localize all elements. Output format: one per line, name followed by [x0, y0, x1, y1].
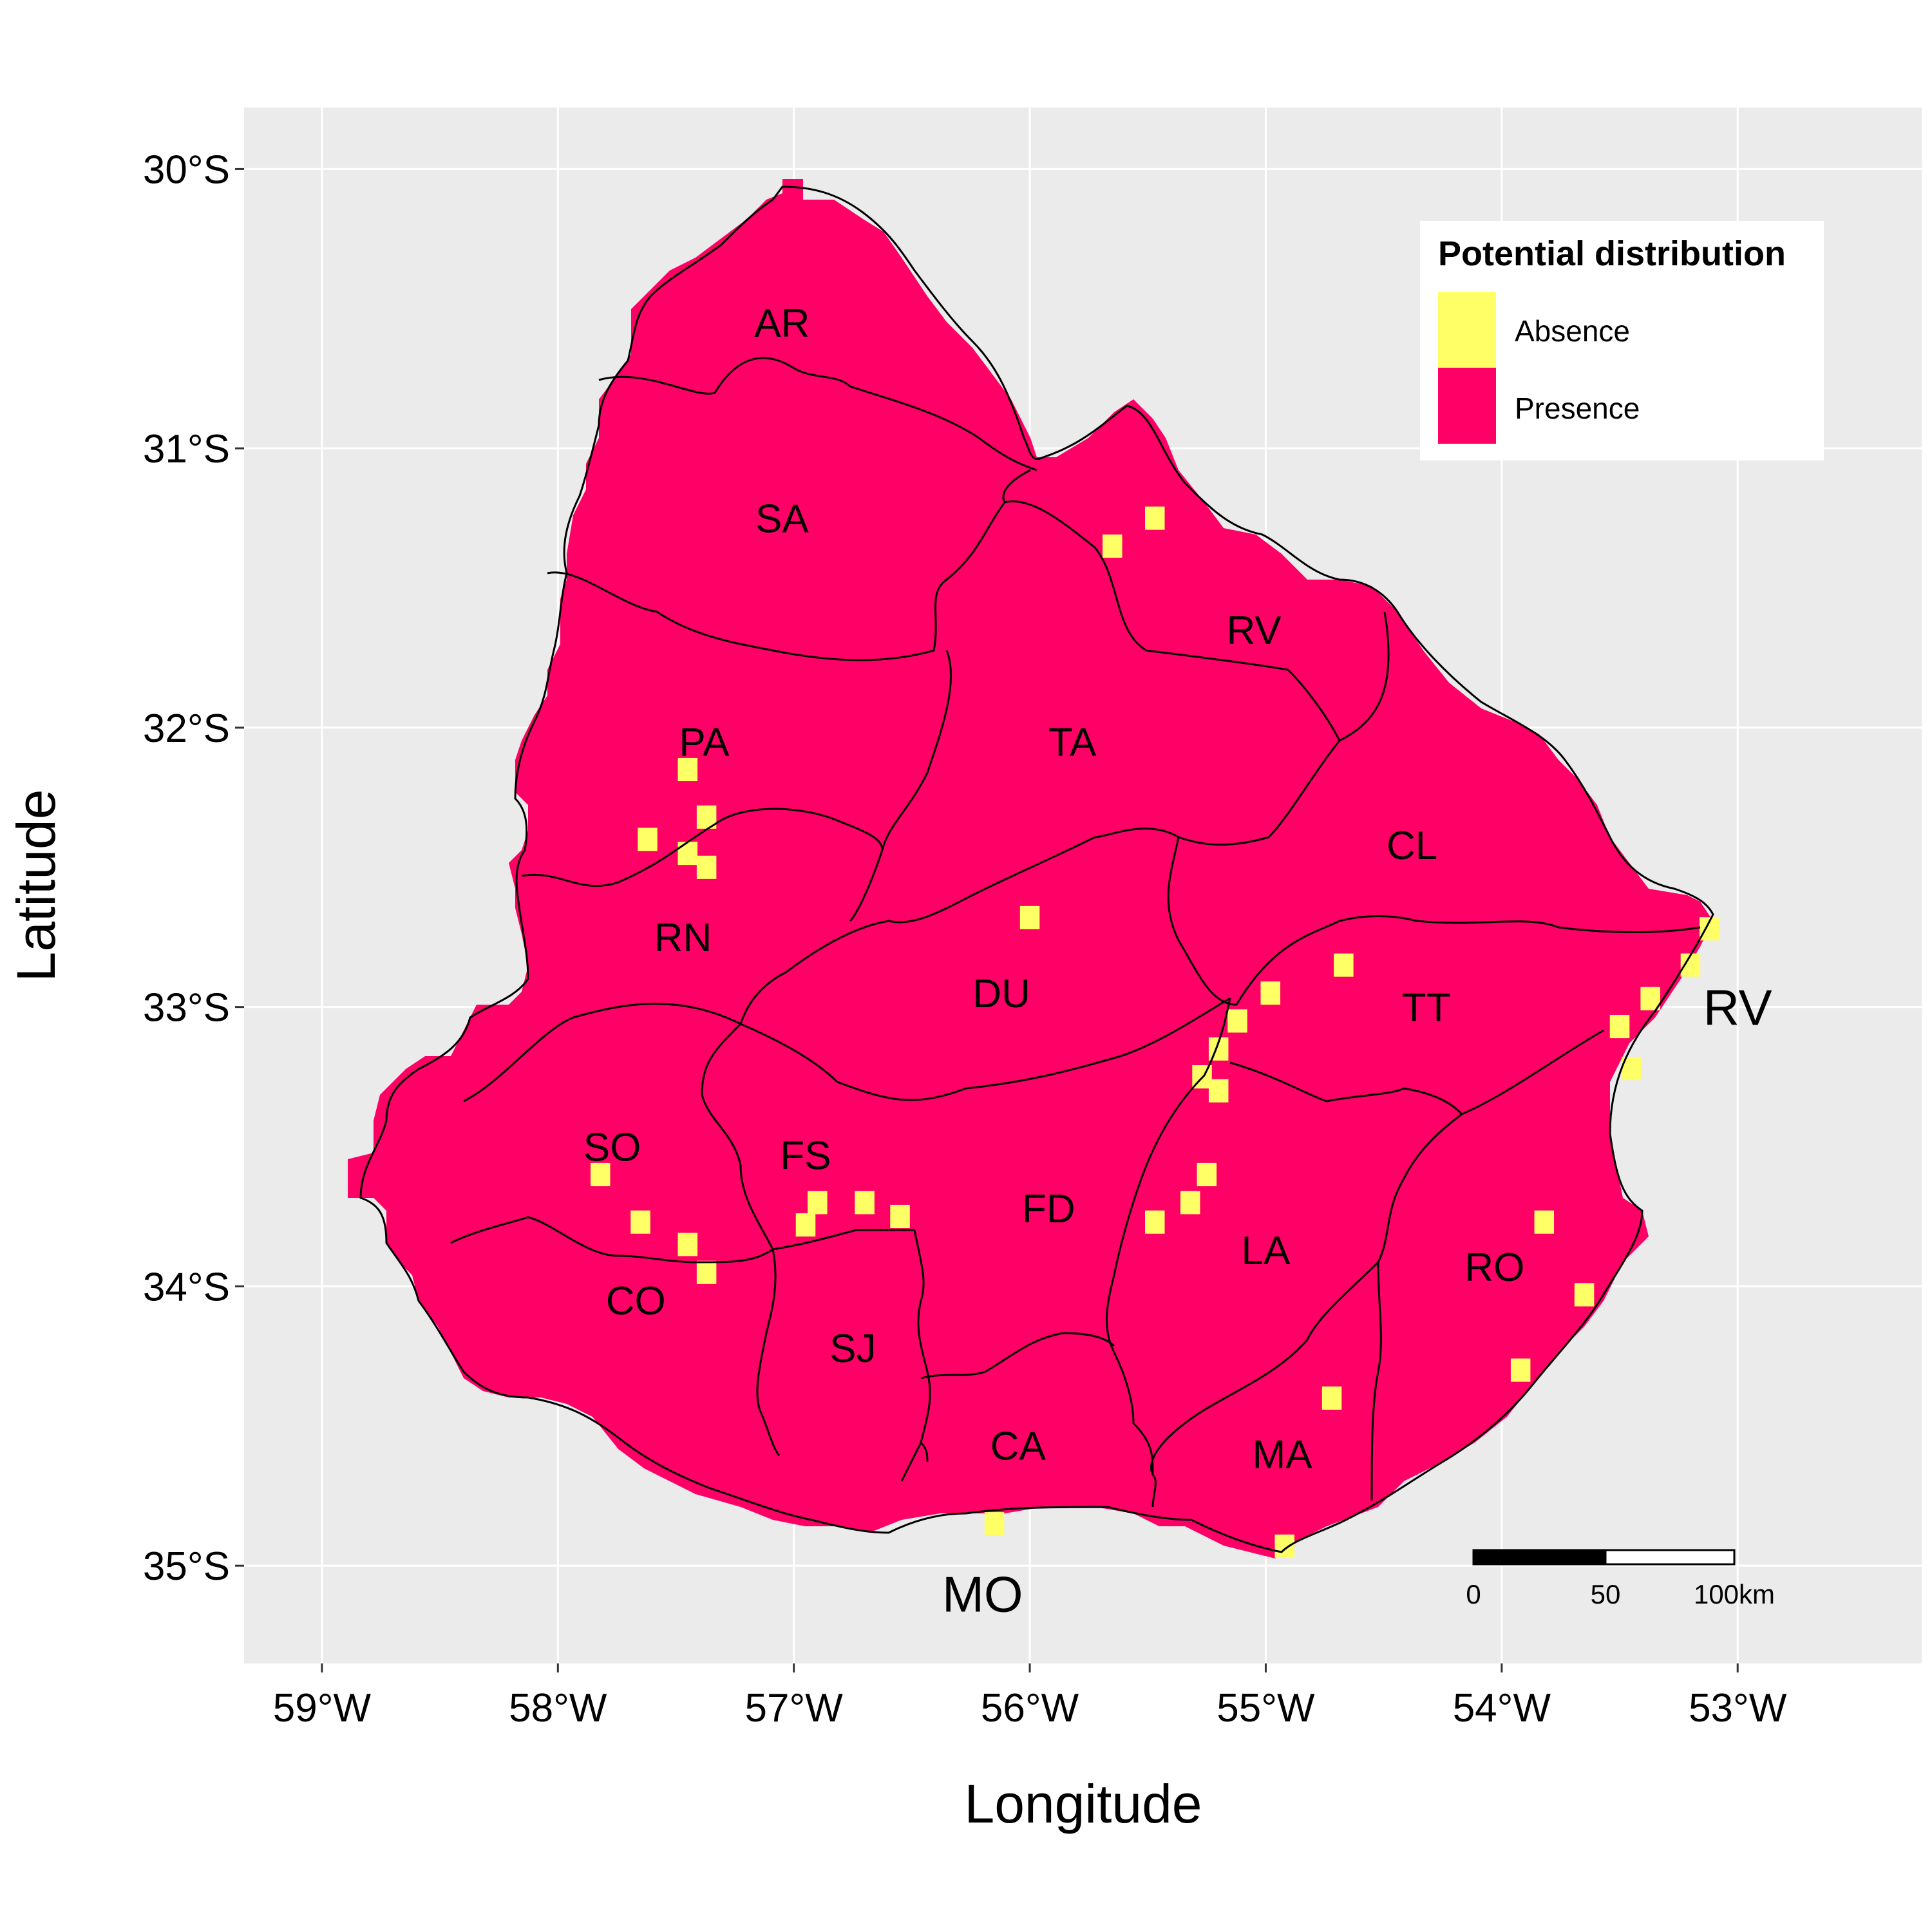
scale-label-0: 0 [1466, 1579, 1481, 1609]
region-label-ma-17: MA [1253, 1433, 1313, 1477]
absence-cell-22 [696, 1260, 717, 1284]
region-label-rv-2: RV [1227, 609, 1282, 653]
absence-cell-27 [1197, 1162, 1217, 1186]
outside-label-rv: RV [1703, 980, 1772, 1036]
department-boundaries [450, 357, 1701, 1508]
region-label-ro-13: RO [1464, 1245, 1524, 1290]
y-tick-label-4: 34°S [143, 1265, 230, 1309]
scale-bar-black-segment [1472, 1549, 1607, 1566]
y-tick-label-1: 31°S [143, 427, 230, 471]
absence-cell-10 [1227, 1009, 1247, 1033]
region-label-fd-11: FD [1022, 1187, 1075, 1231]
department-labels: AR SA RV PA TA CL RN DU TT SO FS FD LA RO CO SJ CA MA [583, 301, 1525, 1477]
legend: Potential distribution Absence Presence [1420, 221, 1824, 460]
x-tick-label-3: 56°W [981, 1686, 1079, 1730]
scale-label-100km: 100km [1694, 1579, 1775, 1609]
absence-cell-0 [1103, 534, 1122, 558]
scale-bar: 0 50 100km [1466, 1549, 1775, 1609]
x-tick-label-6: 53°W [1689, 1686, 1787, 1730]
y-tick-label-3: 33°S [143, 986, 230, 1030]
absence-cell-33 [1321, 1386, 1342, 1410]
region-label-rn-6: RN [654, 916, 712, 960]
absence-cell-1 [1144, 506, 1165, 530]
outside-label-mo: MO [942, 1566, 1023, 1623]
legend-label-presence: Presence [1515, 392, 1640, 425]
legend-label-absence: Absence [1515, 314, 1630, 348]
absence-cell-7 [1019, 905, 1040, 929]
absence-cell-2 [677, 757, 698, 782]
absence-cell-31 [1574, 1283, 1595, 1307]
absence-cell-6 [696, 855, 717, 879]
region-label-ca-16: CA [990, 1425, 1046, 1469]
absence-cell-16 [1640, 987, 1660, 1010]
region-label-du-7: DU [972, 972, 1030, 1016]
x-tick-label-1: 58°W [509, 1686, 607, 1730]
region-label-tt-8: TT [1402, 986, 1451, 1030]
absence-cell-25 [890, 1204, 910, 1229]
absence-cell-19 [590, 1162, 611, 1186]
region-label-pa-3: PA [679, 721, 730, 765]
absence-cells [590, 506, 1719, 1558]
region-label-fs-10: FS [780, 1134, 831, 1179]
region-label-sj-15: SJ [829, 1327, 876, 1371]
absence-cell-4 [638, 828, 658, 851]
y-axis-ticks: 30°S 31°S 32°S 33°S 34°S 35°S [143, 147, 244, 1589]
absence-cell-9 [1260, 981, 1281, 1005]
absence-cell-21 [677, 1233, 698, 1256]
scale-label-50: 50 [1591, 1579, 1621, 1609]
x-tick-label-0: 59°W [273, 1686, 372, 1730]
presence-area [348, 179, 1713, 1558]
region-label-so-9: SO [583, 1126, 641, 1170]
country-outline [359, 185, 1714, 1553]
absence-cell-20 [630, 1210, 650, 1234]
region-label-ta-4: TA [1048, 721, 1097, 765]
legend-swatch-absence [1438, 292, 1496, 368]
absence-cell-23 [808, 1191, 828, 1215]
legend-title: Potential distribution [1438, 234, 1786, 273]
x-tick-label-4: 55°W [1217, 1686, 1315, 1730]
absence-cell-35 [1274, 1534, 1295, 1558]
absence-cell-30 [1534, 1210, 1555, 1234]
x-tick-label-2: 57°W [745, 1686, 844, 1730]
y-tick-label-0: 30°S [143, 147, 230, 192]
absence-cell-29 [1144, 1210, 1165, 1234]
scale-bar-white-segment [1604, 1549, 1736, 1566]
absence-cell-24 [855, 1191, 875, 1215]
absence-cell-8 [1334, 953, 1354, 977]
y-tick-label-5: 35°S [143, 1544, 230, 1589]
absence-cell-34 [984, 1512, 1005, 1536]
y-axis-title: Latitude [6, 790, 66, 982]
absence-cell-26 [795, 1213, 816, 1237]
region-label-co-14: CO [606, 1279, 666, 1323]
legend-swatch-presence [1438, 368, 1496, 444]
outside-labels: RV MO [942, 980, 1772, 1623]
x-axis-title: Longitude [964, 1774, 1202, 1834]
region-label-ar-0: AR [754, 301, 810, 346]
absence-cell-28 [1180, 1191, 1200, 1215]
region-label-la-12: LA [1242, 1229, 1291, 1273]
absence-cell-5 [677, 842, 698, 866]
x-tick-label-5: 54°W [1453, 1686, 1551, 1730]
x-axis-ticks: 59°W 58°W 57°W 56°W 55°W 54°W 53°W [273, 1663, 1787, 1730]
region-label-sa-1: SA [755, 497, 809, 542]
absence-cell-32 [1510, 1358, 1531, 1382]
absence-cell-13 [1208, 1079, 1229, 1103]
region-label-cl-5: CL [1387, 824, 1437, 868]
y-tick-label-2: 32°S [143, 706, 230, 751]
absence-cell-17 [1609, 1014, 1630, 1039]
